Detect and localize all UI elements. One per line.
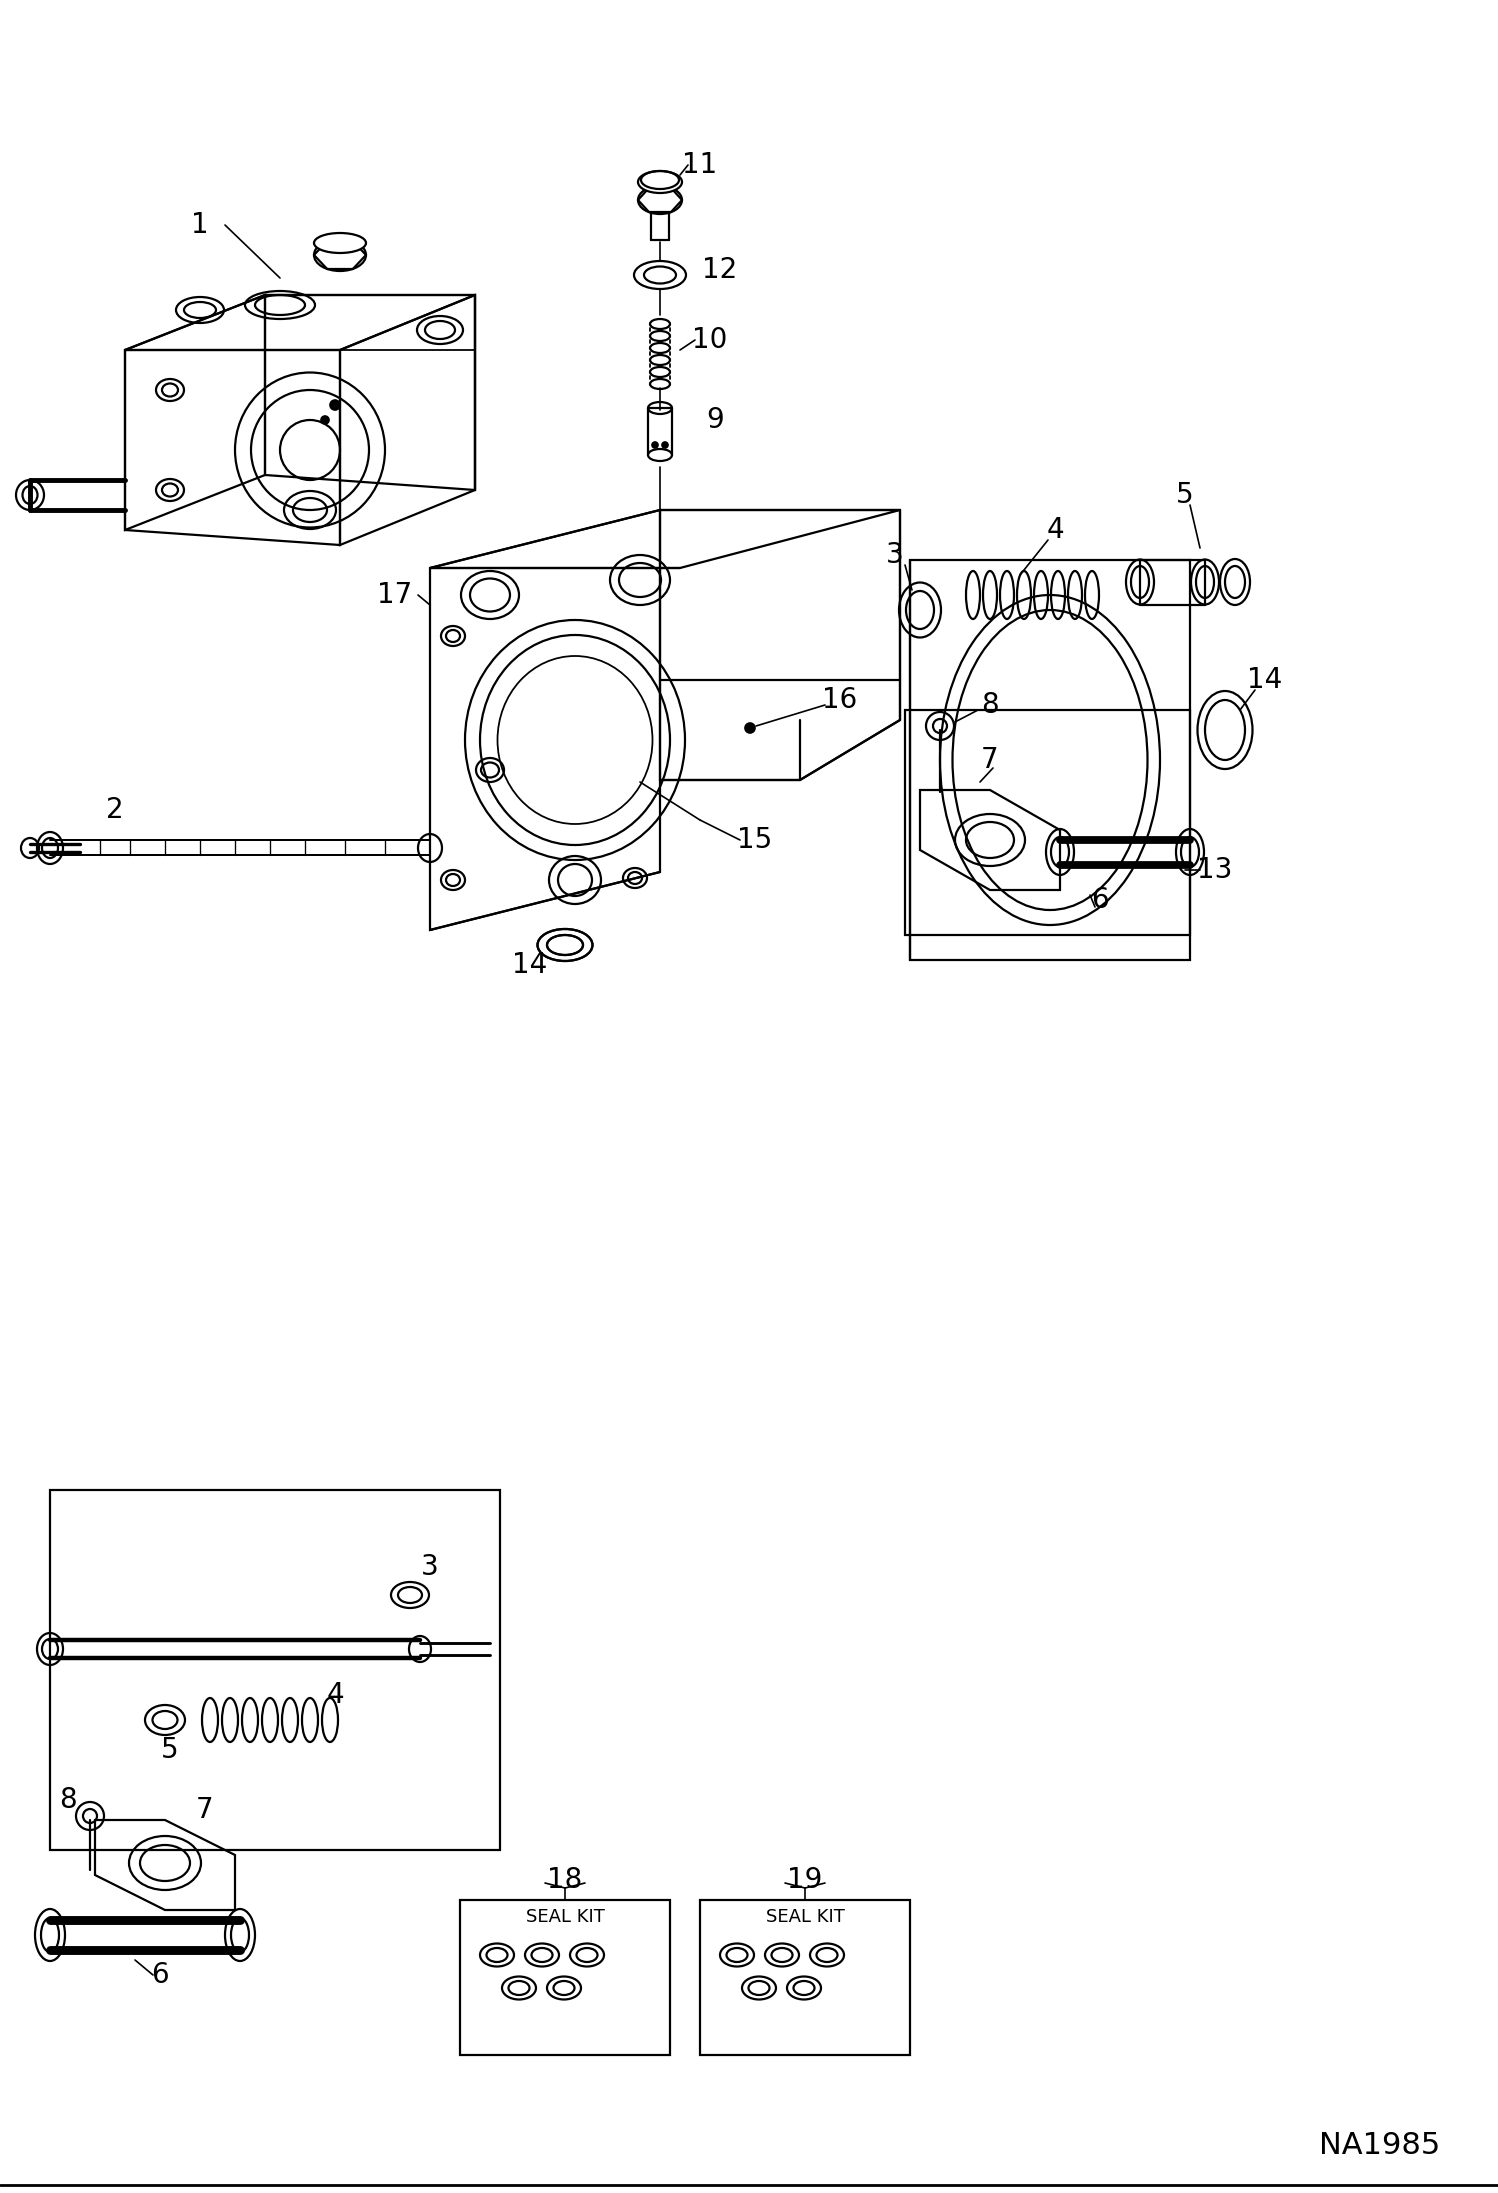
Text: SEAL KIT: SEAL KIT — [765, 1908, 845, 1925]
Text: 11: 11 — [683, 151, 718, 180]
Text: 1: 1 — [192, 211, 208, 239]
Text: 8: 8 — [981, 691, 999, 719]
Text: 6: 6 — [1091, 886, 1109, 914]
Text: 14: 14 — [1248, 667, 1282, 693]
Text: 6: 6 — [151, 1961, 169, 1989]
Text: 14: 14 — [512, 952, 548, 978]
Text: 13: 13 — [1197, 855, 1233, 884]
Text: 18: 18 — [547, 1866, 583, 1895]
Text: NA1985: NA1985 — [1320, 2132, 1441, 2160]
Text: 7: 7 — [196, 1796, 214, 1825]
Text: 9: 9 — [706, 406, 724, 434]
Circle shape — [745, 724, 755, 732]
Text: 19: 19 — [788, 1866, 822, 1895]
Text: 12: 12 — [703, 257, 737, 285]
Text: 4: 4 — [1046, 515, 1064, 544]
Text: 3: 3 — [887, 542, 903, 568]
Circle shape — [330, 399, 340, 410]
Text: 10: 10 — [692, 327, 728, 353]
Text: 17: 17 — [377, 581, 412, 610]
Ellipse shape — [315, 232, 366, 252]
Text: 3: 3 — [421, 1553, 439, 1581]
Bar — [700, 1899, 909, 2055]
Circle shape — [662, 443, 668, 447]
Bar — [49, 1489, 500, 1851]
Bar — [460, 1899, 670, 2055]
Text: 2: 2 — [106, 796, 124, 825]
Text: 5: 5 — [162, 1737, 178, 1763]
Text: SEAL KIT: SEAL KIT — [526, 1908, 604, 1925]
Text: 5: 5 — [1176, 480, 1194, 509]
Ellipse shape — [638, 171, 682, 193]
Text: 7: 7 — [981, 746, 999, 774]
Text: 8: 8 — [60, 1785, 76, 1814]
Text: 16: 16 — [822, 686, 858, 715]
Circle shape — [652, 443, 658, 447]
Circle shape — [321, 417, 330, 423]
Text: 4: 4 — [327, 1682, 345, 1708]
Text: 15: 15 — [737, 827, 773, 853]
